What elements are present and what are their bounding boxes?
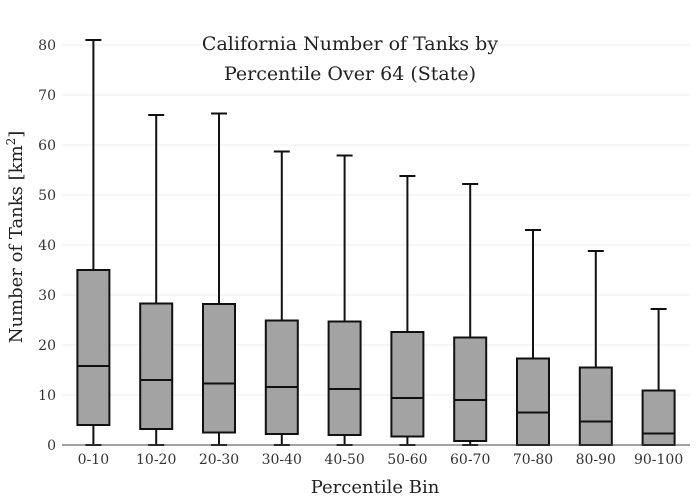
y-tick-label: 30 (38, 288, 56, 304)
iqr-box (264, 319, 299, 435)
chart-title-line-2: Percentile Over 64 (State) (224, 63, 476, 85)
x-tick-label: 0-10 (78, 452, 109, 468)
iqr-box (453, 336, 488, 442)
iqr-box (641, 389, 676, 446)
y-tick-label: 80 (38, 38, 56, 54)
iqr-box (516, 357, 550, 446)
box-group-0-10 (76, 39, 111, 446)
iqr-box (390, 331, 425, 438)
y-axis-title-end: ] (6, 131, 27, 138)
x-tick-label: 50-60 (387, 452, 427, 468)
x-tick-label: 20-30 (199, 452, 239, 468)
x-tick-label: 60-70 (450, 452, 490, 468)
box-group-80-90 (578, 250, 613, 446)
y-axis-title-sup: 2 (4, 138, 18, 146)
y-axis-title-main: Number of Tanks [km (6, 145, 27, 343)
x-tick-label: 90-100 (634, 452, 683, 468)
axis-layer: 0 10 20 30 40 50 60 70 80 0-10 10-20 20-30 30-40 40-5… (38, 38, 690, 468)
y-tick-label: 70 (38, 88, 56, 104)
y-tick-label: 50 (38, 188, 56, 204)
x-tick-label: 40-50 (324, 452, 364, 468)
box-layer (76, 39, 676, 446)
y-tick-label: 10 (38, 388, 56, 404)
y-axis-title: Number of Tanks [km2] (4, 131, 27, 344)
y-tick-label: 20 (38, 338, 56, 354)
x-tick-label: 10-20 (136, 452, 176, 468)
iqr-box (139, 302, 174, 430)
y-tick-label: 40 (38, 238, 56, 254)
box-group-20-30 (202, 112, 236, 446)
x-tick-label: 30-40 (262, 452, 302, 468)
box-group-70-80 (516, 229, 550, 446)
box-group-60-70 (453, 183, 488, 446)
x-tick-label: 80-90 (576, 452, 616, 468)
iqr-box (202, 303, 236, 434)
chart-title-line-1: California Number of Tanks by (202, 33, 498, 55)
y-tick-label: 0 (47, 438, 56, 454)
iqr-box (578, 366, 613, 446)
box-group-40-50 (327, 154, 362, 446)
box-group-50-60 (390, 175, 425, 446)
iqr-box (327, 320, 362, 436)
box-group-10-20 (139, 114, 174, 446)
box-group-90-100 (641, 308, 676, 446)
box-group-30-40 (264, 150, 299, 446)
x-tick-label: 70-80 (513, 452, 553, 468)
y-tick-label: 60 (38, 138, 56, 154)
iqr-box (76, 269, 111, 426)
x-axis-title: Percentile Bin (311, 477, 440, 498)
